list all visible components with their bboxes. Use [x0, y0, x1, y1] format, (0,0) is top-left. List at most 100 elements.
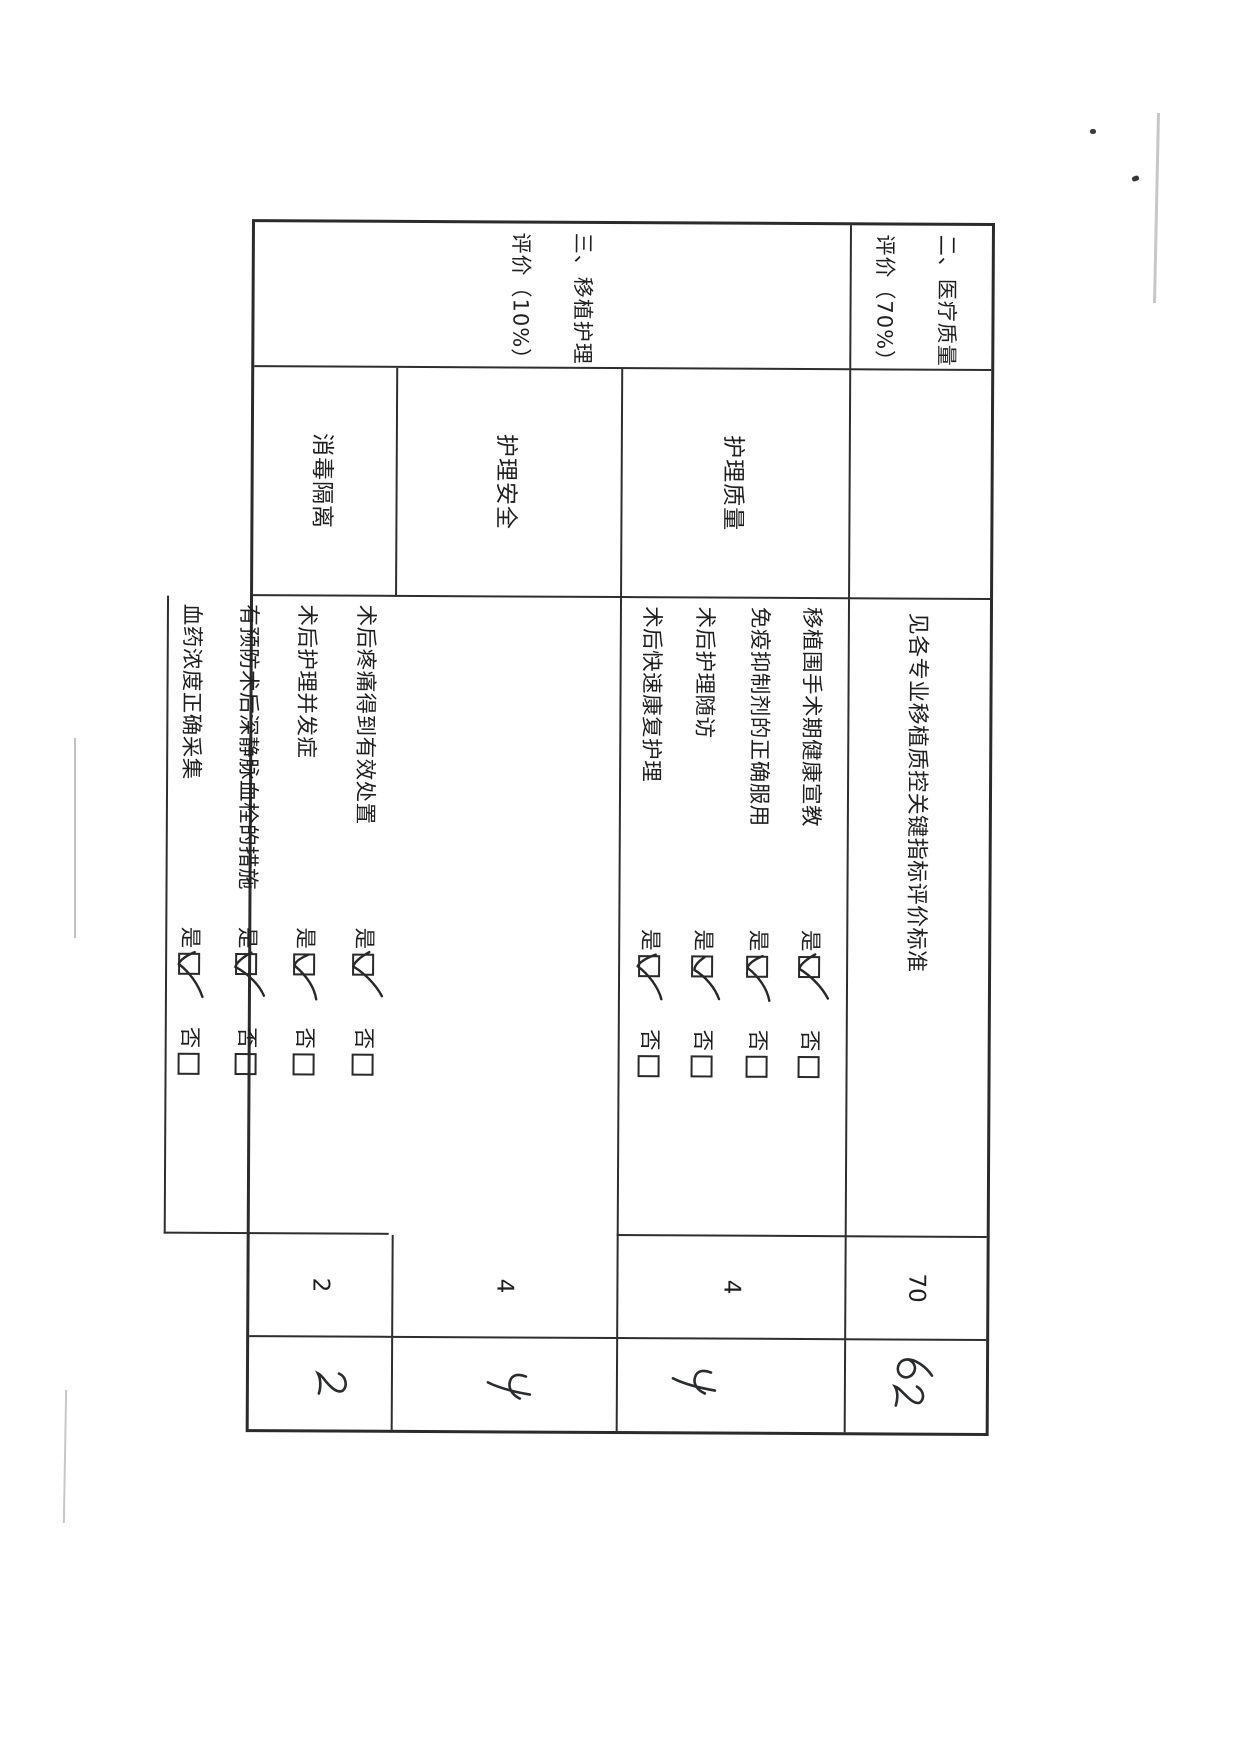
section-weight: 评价（70%） [872, 234, 897, 373]
no-label: 否 [176, 1026, 202, 1049]
yes-checkbox[interactable] [352, 953, 375, 976]
section-medical-quality-header: 二、医疗质量 评价（70%） [849, 225, 992, 373]
scan-speck [1131, 174, 1140, 183]
disinfection-standard-score-cell: 2 [249, 1234, 392, 1338]
indicator-label: 术后护理随访 [691, 606, 717, 739]
nursing-safety-actual-score-cell [390, 1337, 617, 1432]
handwritten-score-4 [486, 1373, 532, 1400]
empty-subcategory-cell [848, 370, 992, 600]
scan-margin-line [62, 1389, 68, 1524]
yes-label: 是 [690, 929, 716, 952]
no-option: 否 [289, 1027, 319, 1075]
indicator-row: 有预防术后深静脉血栓的措施 是 否 [230, 596, 266, 1232]
standard-score: 4 [718, 1279, 745, 1295]
no-label: 否 [233, 1027, 259, 1049]
yes-checkbox[interactable] [746, 955, 769, 978]
medical-actual-score-cell [843, 1340, 987, 1433]
indicator-label: 免疫抑制剂的正确服用 [745, 606, 772, 827]
no-option: 否 [231, 1027, 261, 1075]
indicator-row: 移植围手术期健康宣教 是 否 [793, 599, 830, 1235]
no-option: 否 [794, 1030, 824, 1078]
indicator-row: 免疫抑制剂的正确服用 是 否 [741, 599, 774, 1235]
no-label: 否 [689, 1029, 715, 1052]
section-title: 二、医疗质量 [934, 234, 959, 367]
scan-fold-line [1153, 112, 1160, 304]
indicator-row: 术后护理随访 是 否 [686, 598, 721, 1234]
no-checkbox[interactable] [177, 1052, 200, 1075]
nursing-safety-indicators-cell: 术后疼痛得到有效处置 是 否 术后护理并发症 是 否 有预防术后深静脉血栓的措施… [163, 595, 393, 1235]
group-disinfection-isolation-cell: 消毒隔离 [253, 367, 397, 597]
no-option: 否 [634, 1029, 664, 1077]
yes-option: 是 [634, 929, 664, 1001]
yes-label: 是 [637, 929, 663, 951]
yes-label: 是 [797, 929, 823, 952]
group-label: 护理安全 [492, 433, 520, 531]
standard-score: 2 [307, 1277, 334, 1293]
group-nursing-safety-cell: 护理安全 [395, 367, 622, 599]
indicator-label: 血药浓度正确采集 [178, 603, 204, 780]
evaluation-table: 二、医疗质量 评价（70%） 三、移植护理 评价（10%） 见各专业移植质控关键… [163, 219, 996, 1436]
standard-score: 4 [491, 1278, 518, 1294]
scan-margin-line [74, 738, 76, 938]
no-checkbox[interactable] [745, 1055, 768, 1078]
yes-option: 是 [687, 929, 721, 1001]
yes-label: 是 [745, 929, 771, 952]
no-option: 否 [174, 1027, 204, 1075]
yes-checkbox[interactable] [798, 955, 821, 978]
no-label: 否 [796, 1029, 822, 1052]
no-label: 否 [291, 1027, 317, 1049]
no-option: 否 [742, 1030, 772, 1078]
indicator-note: 见各专业移植质控关键指标评价标准 [903, 612, 930, 973]
nursing-quality-indicators-cell: 移植围手术期健康宣教 是 否 免疫抑制剂的正确服用 是 否 术后护理随访 是 否… [616, 598, 849, 1238]
no-checkbox[interactable] [234, 1052, 257, 1075]
no-checkbox[interactable] [797, 1055, 820, 1078]
section-weight: 评价（10%） [508, 232, 534, 371]
indicator-label: 术后护理并发症 [293, 604, 319, 759]
indicator-label: 术后疼痛得到有效处置 [351, 604, 378, 825]
indicator-label: 有预防术后深静脉血栓的措施 [234, 604, 261, 891]
yes-label: 是 [351, 927, 377, 950]
handwritten-score-4 [671, 1369, 717, 1395]
no-checkbox[interactable] [292, 1052, 315, 1075]
group-nursing-quality-cell: 护理质量 [620, 369, 850, 600]
no-label: 否 [350, 1027, 376, 1050]
no-checkbox[interactable] [637, 1054, 660, 1077]
yes-option: 是 [174, 926, 204, 999]
indicator-row: 术后护理并发症 是 否 [288, 596, 321, 1232]
yes-checkbox[interactable] [638, 954, 661, 977]
medical-standard-score-cell: 70 [844, 1237, 987, 1341]
yes-checkbox[interactable] [178, 952, 201, 975]
yes-option: 是 [794, 929, 830, 1000]
yes-option: 是 [289, 927, 319, 1001]
yes-label: 是 [292, 927, 318, 949]
yes-option: 是 [742, 929, 772, 1002]
indicator-row: 术后疼痛得到有效处置 是 否 [347, 597, 384, 1233]
indicator-label: 术后快速康复护理 [638, 606, 664, 783]
medical-quality-indicator-note-cell: 见各专业移植质控关键指标评价标准 [844, 599, 991, 1238]
handwritten-score-62 [891, 1358, 934, 1407]
indicator-row: 血药浓度正确采集 是 否 [173, 596, 206, 1232]
yes-checkbox[interactable] [691, 954, 714, 978]
no-option: 否 [687, 1029, 717, 1078]
group-label: 护理质量 [719, 435, 746, 532]
yes-checkbox[interactable] [235, 952, 258, 975]
yes-checkbox[interactable] [293, 952, 316, 975]
nursing-quality-actual-score-cell [615, 1339, 845, 1433]
no-checkbox[interactable] [351, 1053, 374, 1076]
group-label: 消毒隔离 [308, 432, 335, 530]
section-title: 三、移植护理 [570, 232, 596, 365]
no-option: 否 [348, 1028, 378, 1076]
no-label: 否 [636, 1029, 662, 1051]
handwritten-score-2 [315, 1370, 347, 1395]
yes-option: 是 [348, 927, 384, 998]
scan-speck [1090, 129, 1096, 134]
section-transplant-nursing-header: 三、移植护理 评价（10%） [254, 222, 850, 370]
nursing-safety-standard-score-cell: 4 [391, 1234, 617, 1340]
yes-label: 是 [234, 927, 260, 949]
indicator-row: 术后快速康复护理 是 否 [633, 598, 666, 1234]
disinfection-actual-score-cell [249, 1337, 391, 1430]
yes-label: 是 [177, 926, 203, 949]
no-checkbox[interactable] [690, 1054, 713, 1078]
no-label: 否 [744, 1029, 770, 1052]
